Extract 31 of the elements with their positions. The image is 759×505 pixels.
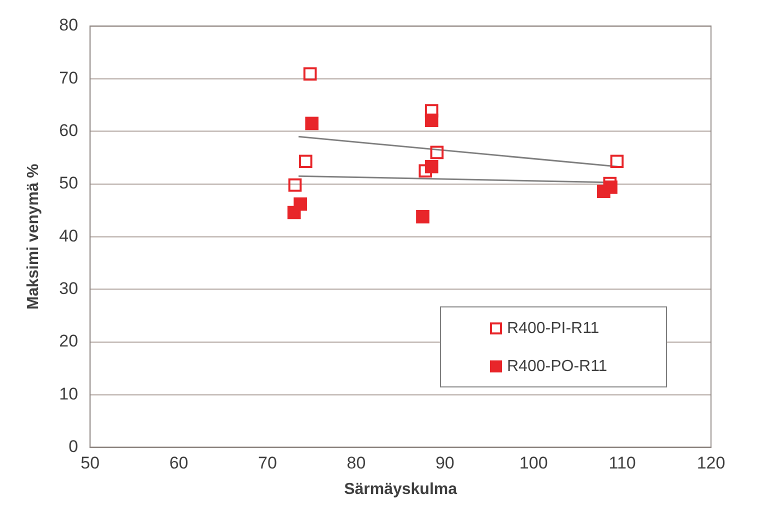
point [424, 104, 438, 118]
y-tick-label: 50 [59, 174, 78, 193]
x-tick-label: 70 [258, 453, 277, 472]
x-tick-label: 80 [346, 453, 366, 472]
point [305, 116, 319, 130]
y-tick-label: 20 [59, 332, 78, 351]
x-tick-label: 50 [80, 453, 100, 472]
x-tick-label: 60 [169, 453, 188, 472]
point [303, 67, 317, 81]
y-tick-label: 30 [59, 279, 78, 298]
y-tick-label: 60 [59, 121, 78, 140]
legend-label: R400-PI-R11 [507, 320, 600, 337]
y-tick-label: 80 [59, 16, 78, 35]
y-tick-label: 40 [59, 226, 78, 246]
point [430, 146, 444, 160]
x-tick-label: 110 [608, 453, 636, 472]
legend-label: R400-PO-R11 [507, 358, 608, 375]
x-tick-label: 120 [696, 453, 726, 472]
y-tick-label: 10 [59, 384, 78, 404]
y-tick-label: 70 [59, 68, 78, 88]
point [298, 154, 312, 168]
x-tick-label: 100 [519, 453, 548, 472]
point [416, 210, 430, 224]
x-axis-title: Särmäyskulma [344, 480, 458, 498]
point [610, 154, 624, 168]
y-axis-title: Maksimi venymä % [25, 164, 42, 310]
point [418, 164, 432, 178]
y-tick-label: 0 [68, 437, 78, 456]
point [294, 197, 307, 211]
x-tick-label: 90 [435, 453, 454, 472]
point [288, 178, 302, 192]
